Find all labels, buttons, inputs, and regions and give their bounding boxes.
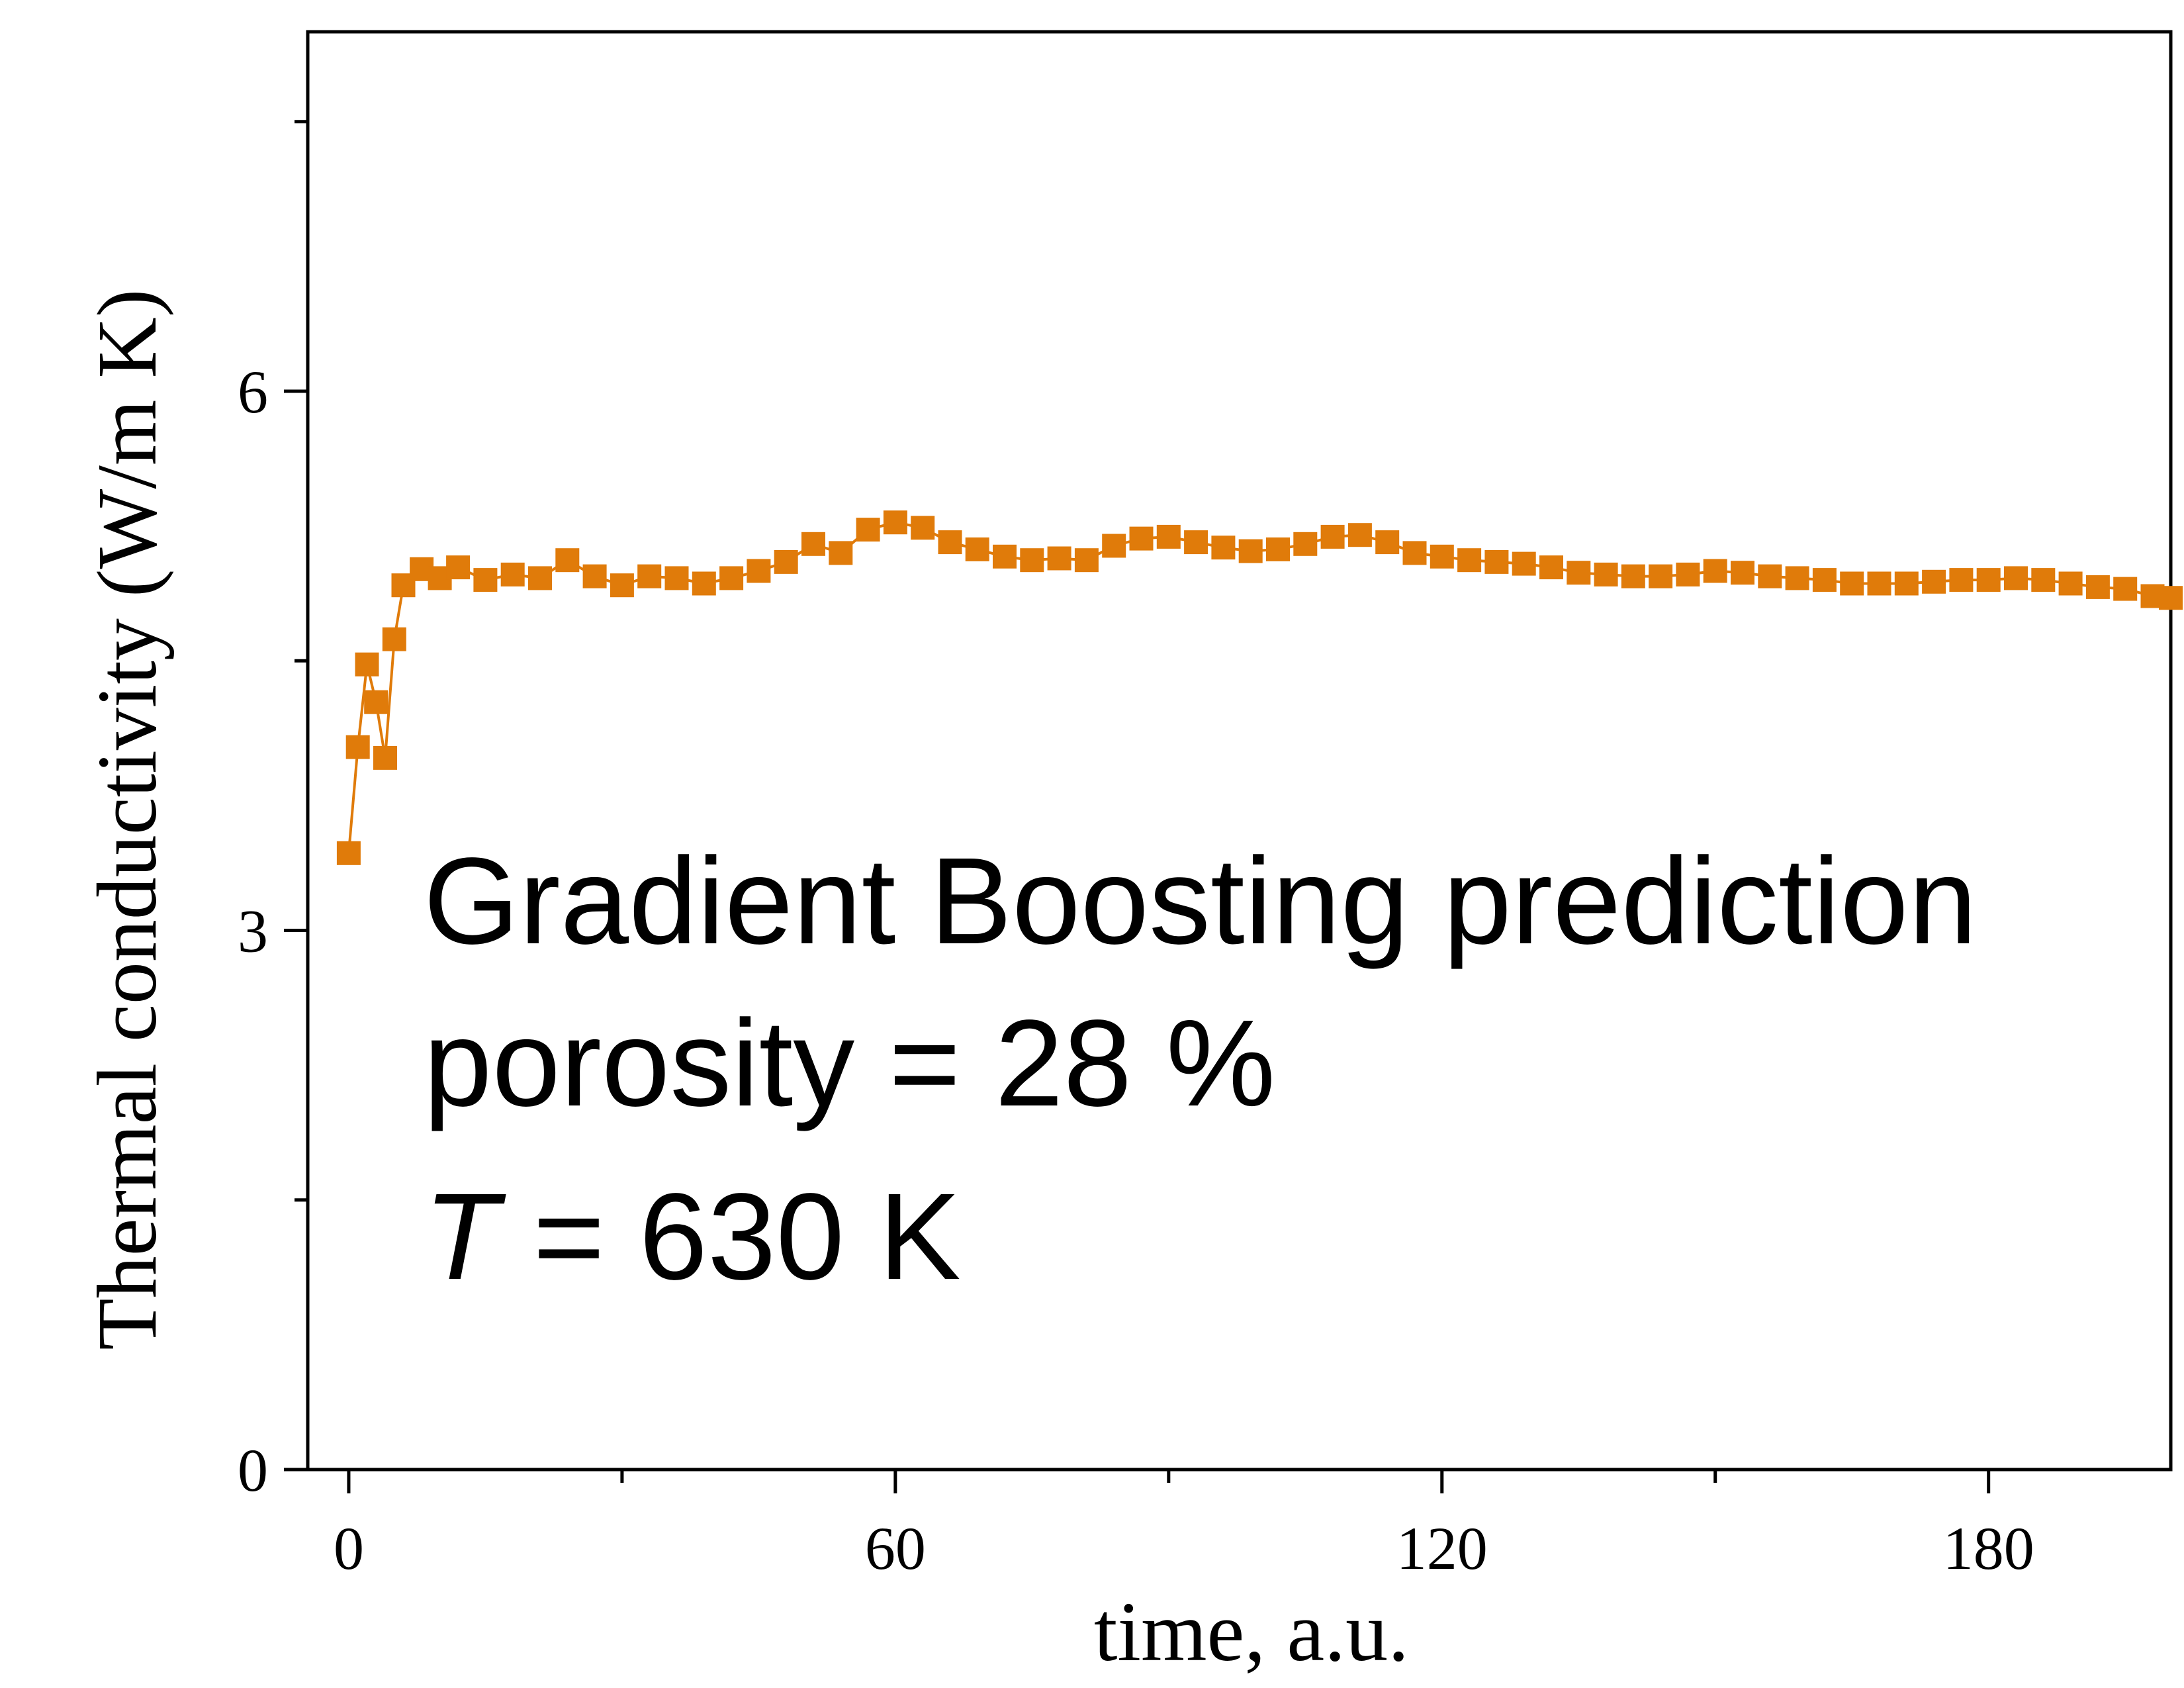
data-point bbox=[2085, 575, 2110, 599]
data-point bbox=[2058, 571, 2083, 596]
temperature-symbol: T bbox=[424, 1168, 506, 1305]
data-point bbox=[664, 566, 689, 590]
data-point bbox=[829, 541, 853, 565]
data-point bbox=[1949, 568, 1974, 592]
data-point bbox=[1238, 539, 1263, 563]
x-tick-label: 120 bbox=[1396, 1515, 1488, 1582]
data-point bbox=[500, 562, 525, 586]
annotation-line-3: T = 630 K bbox=[424, 1168, 961, 1305]
x-axis-title: time, a.u. bbox=[1094, 1585, 1409, 1679]
y-tick-label: 0 bbox=[238, 1436, 268, 1504]
data-point bbox=[1922, 569, 1946, 594]
data-point bbox=[1047, 546, 1071, 571]
data-point bbox=[528, 566, 552, 590]
data-point bbox=[345, 735, 370, 759]
temperature-value: = 630 K bbox=[499, 1168, 961, 1305]
data-point bbox=[555, 548, 580, 573]
data-point bbox=[1402, 541, 1427, 565]
data-point bbox=[1676, 562, 1700, 586]
data-point bbox=[1156, 524, 1181, 549]
data-point bbox=[1347, 523, 1372, 547]
x-tick-label: 180 bbox=[1943, 1515, 2034, 1582]
data-point bbox=[355, 652, 379, 677]
data-point bbox=[1785, 566, 1809, 590]
data-point bbox=[993, 544, 1017, 569]
data-point bbox=[883, 510, 907, 535]
data-point bbox=[1320, 524, 1345, 549]
data-point bbox=[1649, 564, 1673, 588]
y-axis-title: Thermal conductivity (W/m K) bbox=[80, 289, 174, 1350]
annotation-line-2: porosity = 28 % bbox=[424, 995, 1275, 1132]
axis-tick-labels: 0 60 120 180 0 3 6 bbox=[238, 358, 2034, 1582]
data-point bbox=[1211, 536, 1236, 560]
data-series bbox=[336, 510, 2183, 865]
data-point bbox=[1621, 564, 1645, 588]
data-point bbox=[747, 559, 771, 583]
data-point bbox=[692, 571, 716, 596]
data-point bbox=[2159, 586, 2183, 610]
x-tick-label: 60 bbox=[865, 1515, 926, 1582]
data-point bbox=[1375, 530, 1400, 555]
data-point bbox=[1703, 559, 1727, 583]
data-point bbox=[336, 841, 361, 865]
data-point bbox=[1567, 561, 1591, 585]
data-point bbox=[364, 690, 388, 714]
data-point bbox=[1457, 548, 1482, 573]
data-point bbox=[1894, 571, 1919, 596]
data-point bbox=[1184, 530, 1208, 555]
data-point bbox=[1020, 548, 1044, 573]
data-point bbox=[856, 518, 880, 542]
data-point bbox=[1812, 568, 1837, 592]
data-point bbox=[2004, 566, 2028, 590]
data-point bbox=[1731, 561, 1754, 585]
data-point bbox=[1976, 568, 2001, 592]
data-point bbox=[2031, 568, 2056, 592]
data-point bbox=[373, 745, 397, 770]
data-point bbox=[1539, 555, 1563, 580]
data-point bbox=[1129, 526, 1154, 551]
data-point bbox=[1266, 537, 1290, 561]
data-point bbox=[582, 564, 607, 588]
data-point bbox=[637, 564, 662, 588]
plot-frame bbox=[306, 30, 2173, 1472]
data-point bbox=[446, 555, 471, 580]
data-point bbox=[2113, 577, 2138, 601]
data-point bbox=[1102, 534, 1126, 558]
data-point bbox=[1867, 571, 1891, 596]
axis-ticks bbox=[284, 120, 1991, 1493]
data-point bbox=[938, 530, 962, 555]
y-tick-label: 3 bbox=[238, 898, 268, 965]
data-point bbox=[610, 573, 634, 598]
data-point bbox=[1594, 562, 1618, 586]
data-point bbox=[801, 532, 825, 556]
data-point bbox=[1840, 571, 1864, 596]
data-point bbox=[719, 566, 744, 590]
data-point bbox=[1293, 532, 1318, 556]
data-point bbox=[774, 549, 798, 574]
data-point bbox=[965, 537, 989, 561]
data-point bbox=[1758, 564, 1782, 588]
data-point bbox=[911, 516, 935, 540]
data-point bbox=[1512, 551, 1536, 576]
y-tick-label: 6 bbox=[238, 358, 268, 426]
data-point bbox=[1430, 544, 1454, 569]
data-point bbox=[382, 627, 406, 651]
data-point bbox=[1484, 549, 1509, 574]
x-tick-label: 0 bbox=[334, 1515, 364, 1582]
data-point bbox=[1074, 548, 1099, 573]
annotation-line-1: Gradient Boosting prediction bbox=[424, 833, 1977, 970]
data-point bbox=[473, 568, 498, 592]
